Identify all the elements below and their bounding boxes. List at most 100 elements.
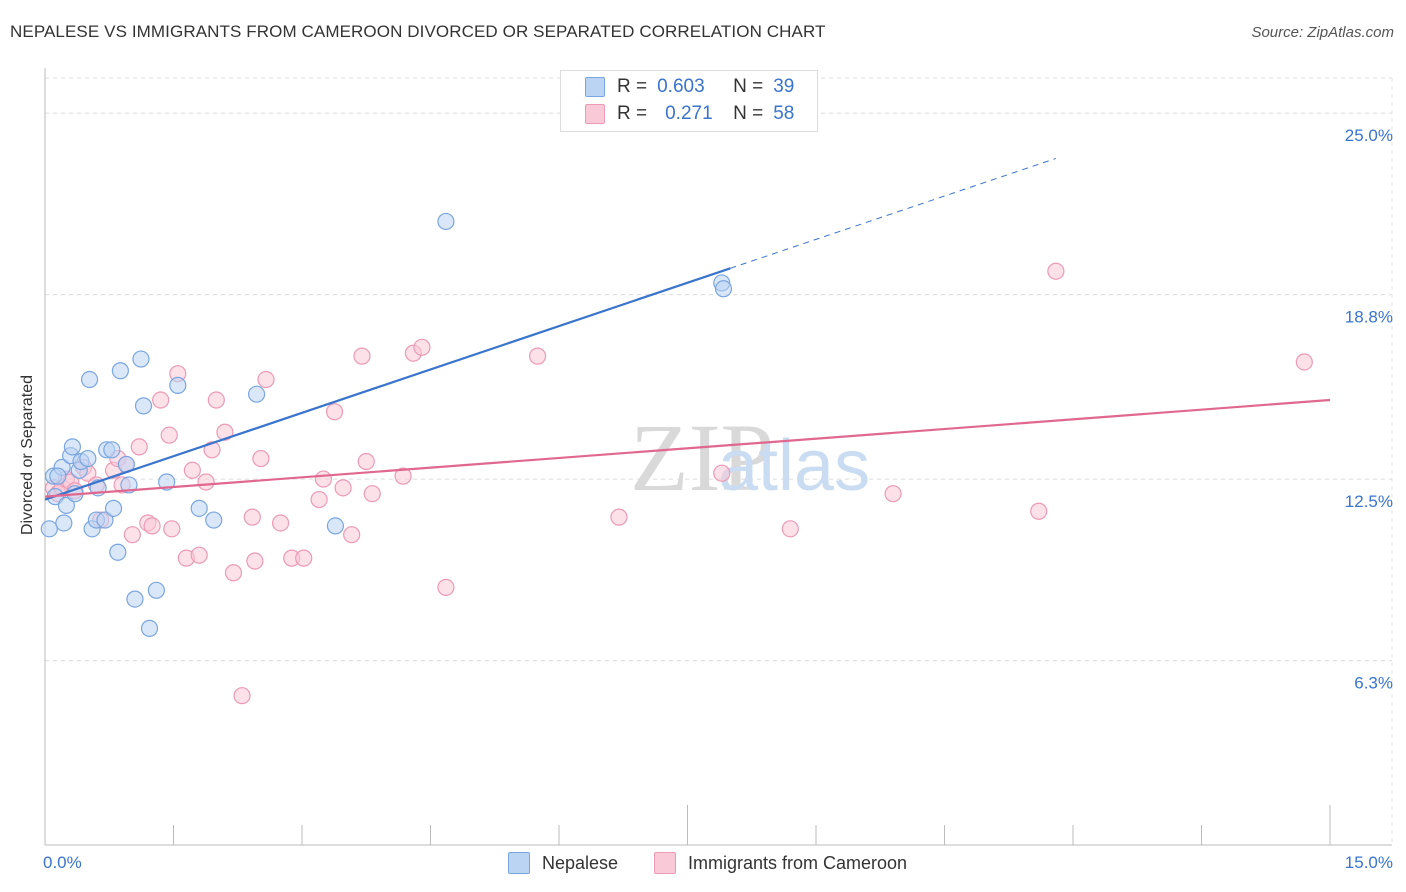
point-cameroon xyxy=(152,391,170,409)
y-tick-label: 25.0% xyxy=(1345,126,1393,145)
point-cameroon xyxy=(257,370,275,389)
trend-line-nepalese xyxy=(44,267,731,501)
point-nepalese xyxy=(103,441,121,459)
point-nepalese xyxy=(158,473,176,491)
point-nepalese xyxy=(63,438,82,456)
point-cameroon xyxy=(143,517,161,535)
point-cameroon xyxy=(216,423,234,441)
legend-label-cameroon: Immigrants from Cameroon xyxy=(688,852,908,873)
point-cameroon xyxy=(610,508,628,526)
legend-r-value: 0.603 xyxy=(657,76,705,97)
trend-lines xyxy=(44,157,1331,501)
point-cameroon xyxy=(884,485,902,503)
point-cameroon xyxy=(334,479,352,497)
point-cameroon xyxy=(310,490,328,509)
point-cameroon xyxy=(123,526,141,544)
source-label: Source: ZipAtlas.com xyxy=(1251,24,1394,41)
legend-r-value: 0.271 xyxy=(665,103,713,124)
point-cameroon xyxy=(163,520,181,538)
point-nepalese xyxy=(57,496,76,515)
point-cameroon xyxy=(394,467,412,485)
legend-n-value: 58 xyxy=(773,103,795,124)
point-cameroon xyxy=(528,347,547,365)
series-nepalese-points xyxy=(40,212,733,637)
trend-extension-nepalese xyxy=(730,157,1057,269)
point-cameroon xyxy=(1030,502,1048,520)
point-nepalese xyxy=(134,397,153,415)
point-cameroon xyxy=(363,485,381,503)
point-cameroon xyxy=(325,403,344,421)
point-nepalese xyxy=(49,467,67,485)
trend-line-cameroon xyxy=(44,398,1331,498)
legend-n-value: 39 xyxy=(773,76,795,97)
legend-r-label: R = xyxy=(617,76,648,97)
point-cameroon xyxy=(437,578,455,596)
point-nepalese xyxy=(104,499,123,517)
legend-swatch-nepalese xyxy=(585,77,605,97)
point-nepalese xyxy=(140,619,159,637)
point-cameroon xyxy=(160,426,178,444)
y-tick-label: 12.5% xyxy=(1345,492,1393,511)
point-cameroon xyxy=(207,391,225,409)
point-nepalese xyxy=(326,517,345,535)
point-nepalese xyxy=(147,581,165,599)
point-nepalese xyxy=(79,449,97,468)
point-cameroon xyxy=(190,546,208,564)
correlation-legend: R = 0.603 N = 39 R = 0.271 N = 58 xyxy=(560,70,818,132)
point-cameroon xyxy=(343,526,361,544)
bottom-legend-nepalese: Nepalese xyxy=(508,852,618,874)
point-cameroon xyxy=(243,508,261,526)
point-cameroon xyxy=(1047,262,1065,280)
watermark-zip: ZIP xyxy=(630,404,774,511)
point-cameroon xyxy=(413,338,431,356)
legend-swatch-cameroon xyxy=(585,104,605,124)
point-cameroon xyxy=(224,564,243,582)
legend-swatch-nepalese xyxy=(508,852,530,874)
point-cameroon xyxy=(130,438,148,456)
point-cameroon xyxy=(183,461,201,479)
x-tick-label: 15.0% xyxy=(1345,853,1393,872)
point-nepalese xyxy=(109,543,127,561)
point-nepalese xyxy=(714,280,733,298)
point-cameroon xyxy=(357,452,375,471)
point-cameroon xyxy=(197,473,215,491)
point-nepalese xyxy=(96,511,114,529)
point-cameroon xyxy=(233,687,251,705)
point-cameroon xyxy=(203,441,221,459)
point-nepalese xyxy=(437,212,455,231)
point-cameroon xyxy=(252,449,270,468)
point-nepalese xyxy=(132,350,150,368)
watermark-atlas: atlas xyxy=(718,426,870,506)
point-cameroon xyxy=(353,347,371,365)
point-nepalese xyxy=(126,590,144,608)
legend-n-label: N = xyxy=(733,103,764,124)
legend-swatch-cameroon xyxy=(654,852,676,874)
point-cameroon xyxy=(314,470,333,488)
point-nepalese xyxy=(80,370,99,389)
point-nepalese xyxy=(190,499,208,517)
point-cameroon xyxy=(713,464,731,482)
legend-r-label: R = xyxy=(617,103,648,124)
point-cameroon xyxy=(295,549,313,567)
point-cameroon xyxy=(781,520,799,538)
x-tick-label: 0.0% xyxy=(43,853,82,872)
point-cameroon xyxy=(1295,353,1313,371)
point-cameroon xyxy=(246,552,264,570)
legend-row-cameroon: R = 0.271 N = 58 xyxy=(585,102,794,126)
y-tick-label: 6.3% xyxy=(1354,674,1393,693)
legend-label-nepalese: Nepalese xyxy=(542,852,619,873)
axes xyxy=(44,68,1392,846)
point-nepalese xyxy=(55,514,73,532)
point-nepalese xyxy=(169,376,187,394)
chart-title: NEPALESE VS IMMIGRANTS FROM CAMEROON DIV… xyxy=(10,22,826,41)
y-tick-label: 18.8% xyxy=(1345,308,1393,327)
point-nepalese xyxy=(247,385,266,403)
point-nepalese xyxy=(111,362,129,380)
point-cameroon xyxy=(271,514,290,532)
bottom-legend-cameroon: Immigrants from Cameroon xyxy=(654,852,907,874)
point-nepalese xyxy=(205,511,223,529)
point-nepalese xyxy=(40,520,58,538)
tick-labels: 6.3% 12.5% 18.8% 25.0% 0.0% 15.0% xyxy=(43,126,1393,872)
y-axis-label: Divorced or Separated xyxy=(19,374,36,536)
